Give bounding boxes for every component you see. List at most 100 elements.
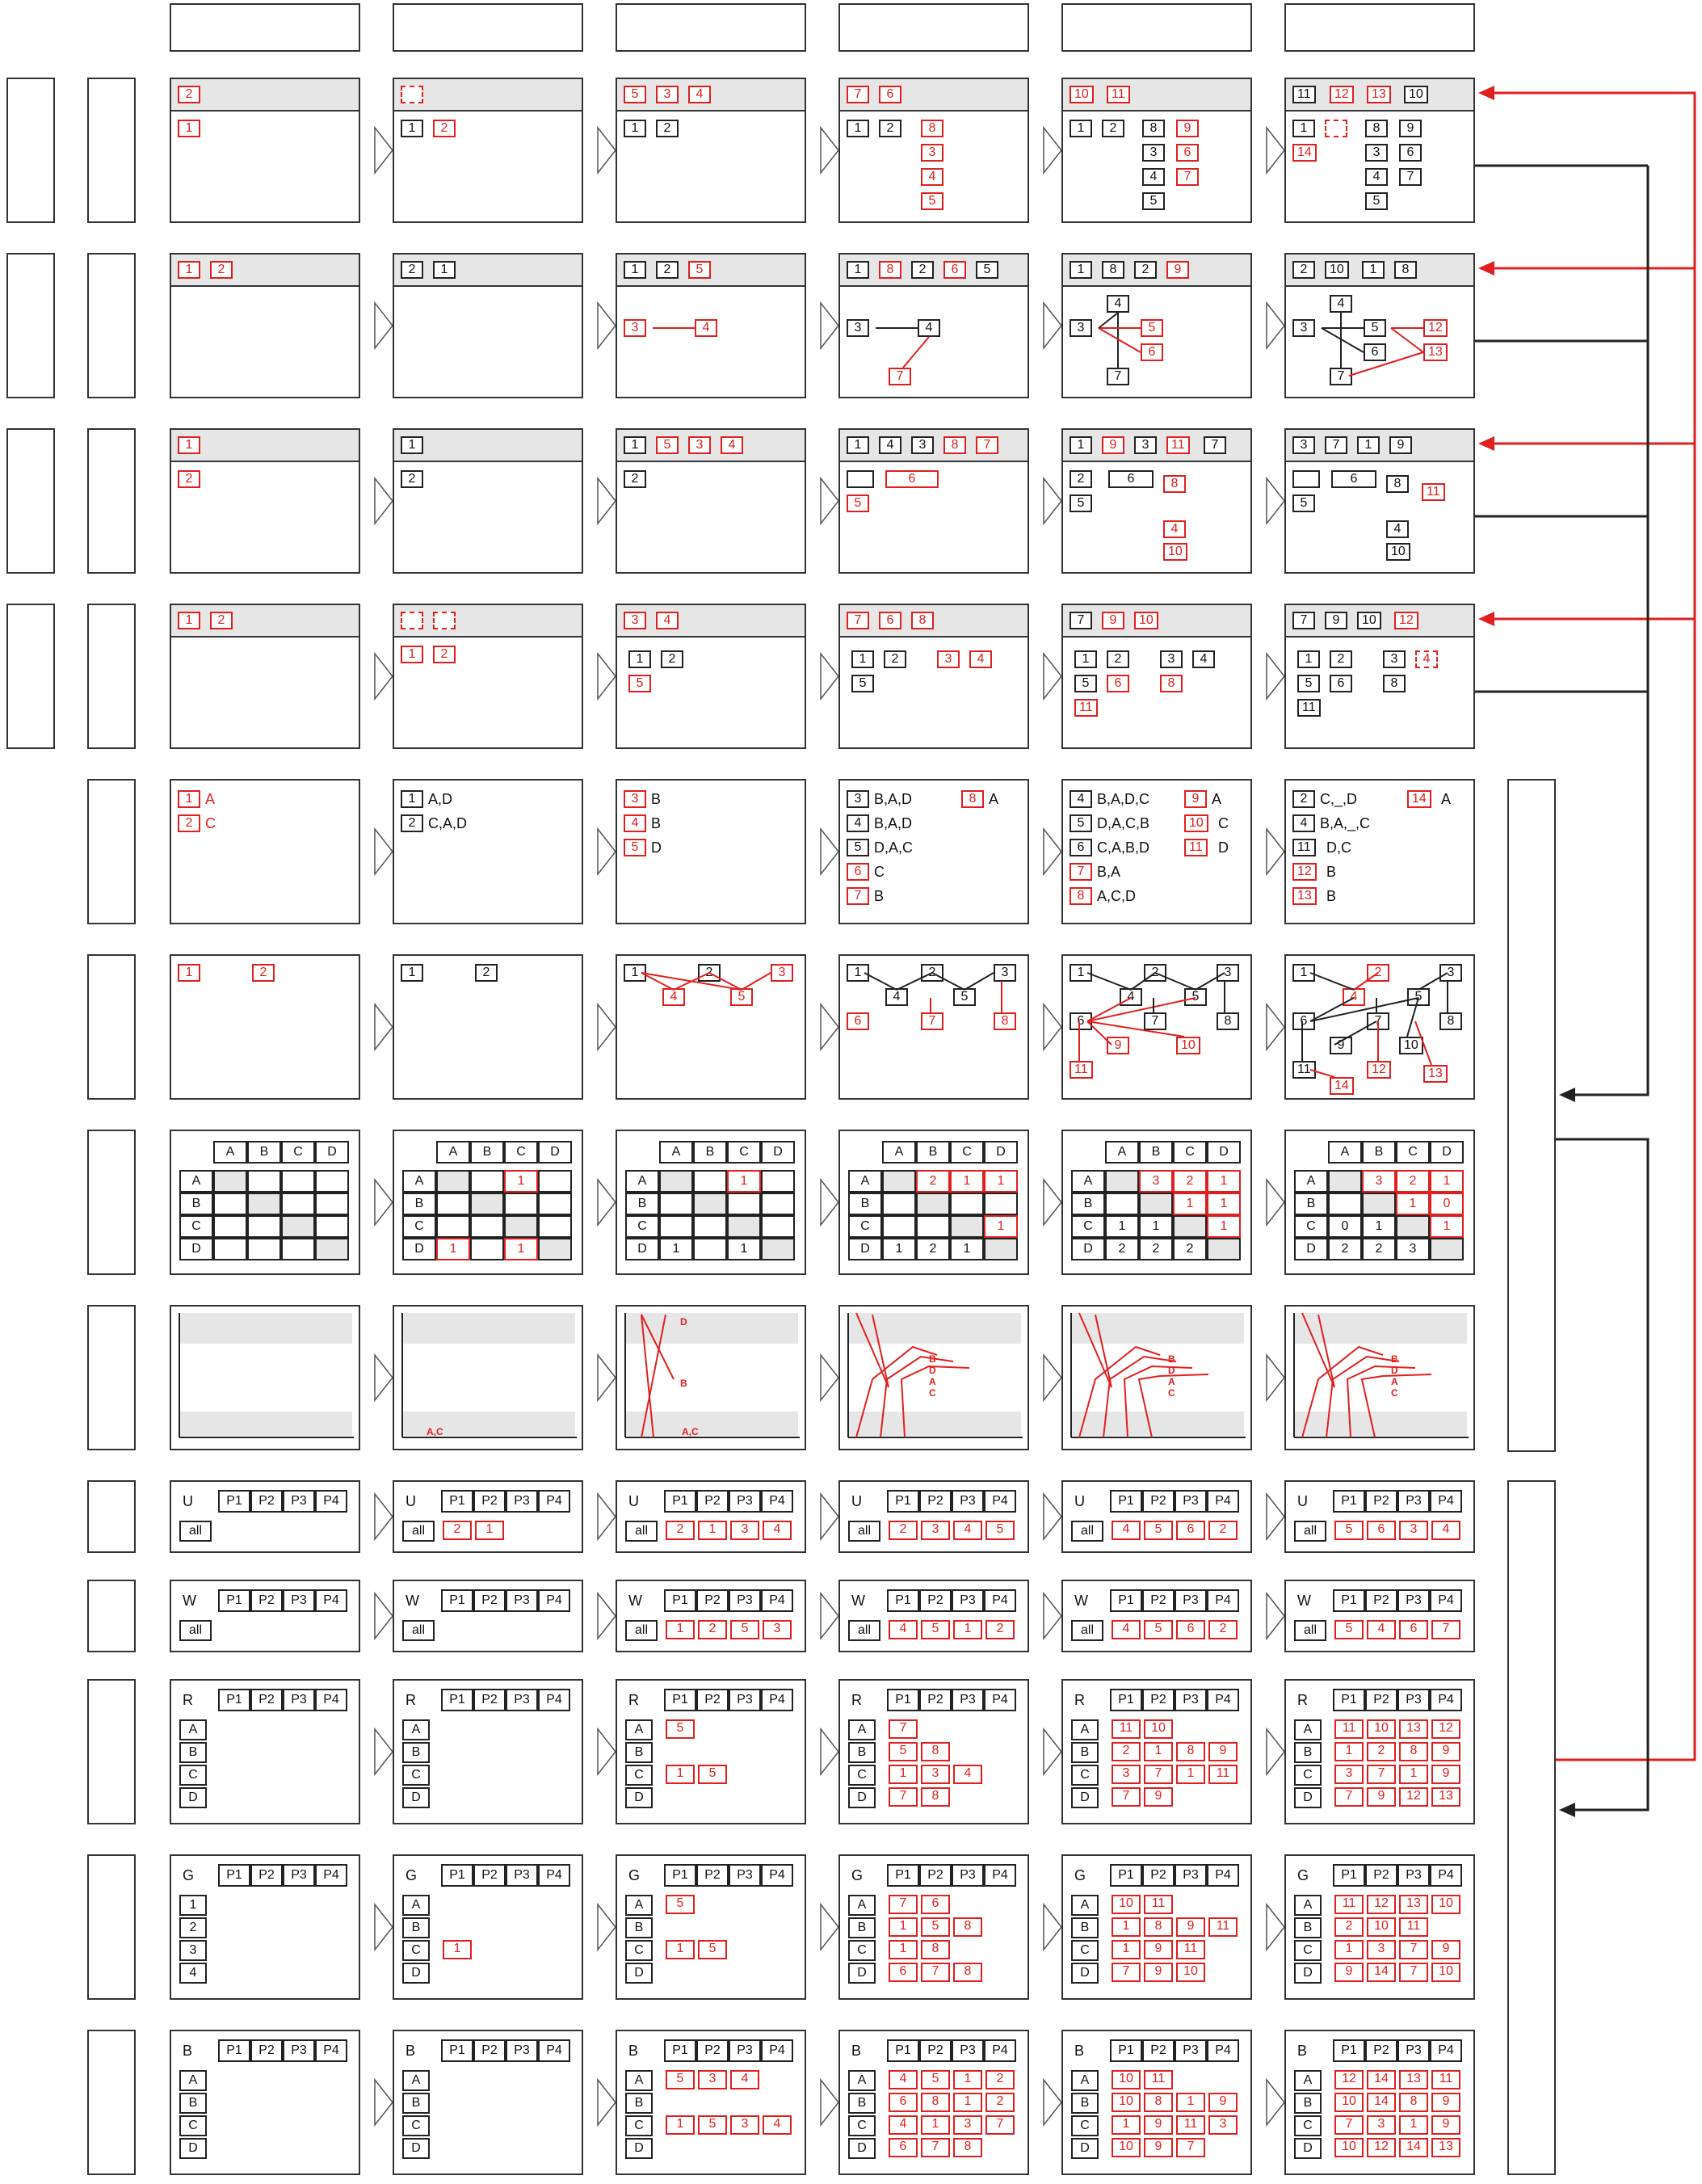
cell-label: G [1074, 1867, 1086, 1883]
card-tag: P1 [1333, 1490, 1365, 1513]
card-tag: P3 [506, 1864, 538, 1887]
card-tag: 5 [921, 1620, 950, 1639]
card-tag: 3 [847, 319, 869, 337]
card-tag: A [402, 2070, 430, 2091]
card-tag: 7 [889, 1787, 918, 1807]
card-tag: P3 [1175, 1589, 1207, 1612]
connector-line [1130, 972, 1156, 991]
card-tag: 2 [443, 1521, 472, 1540]
connector-line [1309, 1069, 1335, 1078]
card-tag: all [848, 1620, 880, 1641]
card-tag: 7 [889, 1719, 918, 1739]
card-tag: P4 [1430, 1589, 1462, 1612]
card-tag: A [213, 1141, 247, 1164]
card-tag: 11 [1292, 86, 1316, 103]
card-tag: 10 [1144, 1719, 1173, 1739]
card-tag: P3 [729, 1864, 761, 1887]
card-tag: D [402, 1787, 430, 1808]
card-tag: B [1362, 1141, 1396, 1164]
card-tag: 8 [1399, 2093, 1428, 2112]
chevron-right-icon [1043, 1353, 1062, 1402]
card-tag: P1 [441, 1689, 473, 1711]
card-tag: P1 [441, 1589, 473, 1612]
card-tag: 1 [1139, 1215, 1173, 1238]
card-tag [761, 1170, 795, 1193]
card-tag: P4 [1430, 1490, 1462, 1513]
card-tag: 5 [698, 2115, 727, 2135]
cell-header-band [171, 605, 359, 638]
chevron-right-icon [820, 1003, 839, 1051]
card-tag [882, 1170, 916, 1193]
card-tag [1362, 1193, 1396, 1215]
chevron-right-icon [1266, 126, 1285, 175]
card-tag [470, 1238, 504, 1260]
card-tag: 2 [656, 120, 679, 137]
card-tag: P3 [506, 1490, 538, 1513]
card-tag: A [659, 1141, 693, 1164]
card-tag: 1 [401, 120, 423, 137]
card-tag: 2 [1173, 1170, 1207, 1193]
chevron-right-icon [1266, 652, 1285, 701]
card-tag [247, 1238, 281, 1260]
card-tag: 1 [433, 261, 456, 279]
cell-label: G [183, 1867, 195, 1883]
card-tag: 7 [1144, 1765, 1173, 1784]
card-tag: 1 [847, 964, 869, 982]
card-tag: P3 [283, 1864, 315, 1887]
card-tag: 7 [1176, 2138, 1205, 2157]
card-tag: all [179, 1521, 212, 1542]
card-tag: 1 [1292, 964, 1315, 982]
card-tag: 1 [1396, 1193, 1430, 1215]
cell-label: C [1391, 1387, 1398, 1399]
cell-12-E: G P1 P2 P3 P4 A B C D 10 11 1 8 9 11 1 9 11 7 9 10 [1061, 1854, 1252, 2000]
cell-label: R [1074, 1692, 1085, 1708]
card-tag: 1 [1144, 1742, 1173, 1761]
card-tag: 2 [1396, 1170, 1430, 1193]
cell-11-F: R P1 P2 P3 P4 A B C D 11 10 13 12 1 2 8 9 3 7 1 9 7 9 12 13 [1284, 1679, 1475, 1824]
card-tag: 11 [1074, 699, 1098, 717]
connector-line [964, 972, 994, 991]
card-tag: 3 [1142, 144, 1165, 162]
card-tag: 9 [1431, 2093, 1460, 2112]
cell-label: R [851, 1692, 862, 1708]
card-tag: D [402, 2138, 430, 2159]
card-tag: C [1294, 1940, 1322, 1961]
card-tag: P2 [473, 1689, 506, 1711]
card-tag: all [1071, 1521, 1103, 1542]
card-tag: 6 [1330, 675, 1352, 692]
card-tag: B [848, 1917, 876, 1938]
card-tag: A [625, 2070, 653, 2091]
cell-13-A: B P1 P2 P3 P4 A B C D [170, 2030, 360, 2175]
cell-label: B [651, 815, 662, 831]
chevron-right-icon [820, 126, 839, 175]
card-tag: 2 [1107, 650, 1129, 668]
card-tag: 8 [1383, 675, 1406, 692]
card-tag: 5 [1141, 319, 1163, 337]
card-tag: P4 [1207, 1589, 1239, 1612]
chevron-right-icon [1043, 1178, 1062, 1227]
card-tag: 1 [624, 964, 646, 982]
card-tag: P4 [538, 1689, 570, 1711]
card-tag: A [1328, 1141, 1362, 1164]
chevron-right-icon [1043, 301, 1062, 350]
card-tag: all [402, 1521, 435, 1542]
cell-12-D: G P1 P2 P3 P4 A B C D 7 6 1 5 8 1 8 6 7 8 [838, 1854, 1029, 2000]
card-tag: 1 [1430, 1170, 1464, 1193]
card-tag: A [1294, 1170, 1328, 1193]
card-tag: 1 [179, 1895, 207, 1916]
card-tag: 12 [1394, 612, 1418, 629]
card-tag: 5 [628, 675, 651, 692]
card-tag: P3 [283, 2039, 315, 2062]
cell-label: C,_,D [1320, 791, 1358, 807]
cell-label: B [1391, 1353, 1398, 1365]
card-tag: D [984, 1141, 1018, 1164]
card-tag: 1 [1207, 1193, 1241, 1215]
cell-label: B [183, 2043, 193, 2059]
card-tag: 9 [1325, 612, 1347, 629]
interpretation-label [1599, 776, 1648, 986]
card-tag: P1 [1333, 1689, 1365, 1711]
cell-label: C [929, 1387, 936, 1399]
